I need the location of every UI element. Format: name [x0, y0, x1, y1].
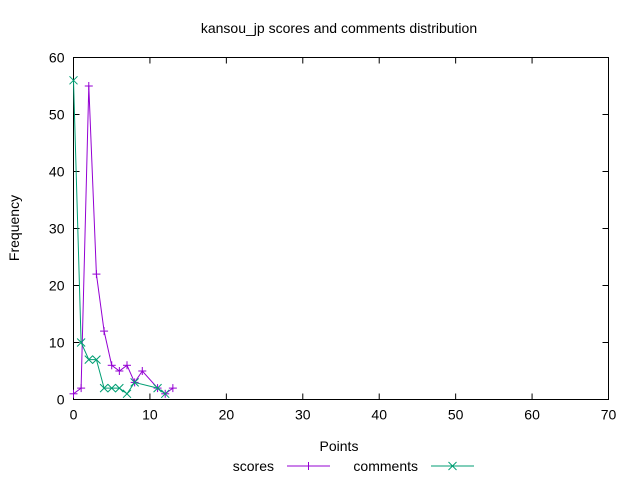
y-tick-label: 30	[49, 221, 65, 237]
x-tick-label: 10	[142, 407, 158, 423]
x-tick-label: 70	[601, 407, 617, 423]
data-point-comments	[122, 389, 132, 399]
y-axis-label: Frequency	[6, 195, 22, 261]
y-tick-label: 40	[49, 164, 65, 180]
data-point-scores	[92, 270, 101, 279]
data-point-comments	[84, 355, 94, 364]
data-point-scores	[69, 389, 78, 398]
series-line-scores	[73, 85, 174, 395]
legend-label-scores: scores	[233, 458, 274, 474]
cross-marker-b	[69, 75, 78, 85]
data-point-comments	[160, 389, 170, 399]
cross-marker-b	[99, 383, 109, 393]
plot-frame	[73, 57, 609, 400]
data-point-scores	[84, 82, 93, 90]
data-point-scores	[77, 384, 86, 393]
x-tick-label: 60	[524, 407, 540, 423]
legend-label-comments: comments	[353, 458, 418, 474]
x-tick-label: 0	[70, 407, 78, 423]
cross-marker-b	[122, 389, 132, 399]
series-layer	[69, 75, 177, 399]
data-point-scores	[138, 367, 147, 375]
data-point-scores	[107, 361, 116, 370]
x-tick-label: 40	[371, 407, 387, 423]
x-tick-label: 20	[219, 407, 235, 423]
x-axis-label: Points	[320, 438, 359, 454]
data-point-comments	[92, 355, 101, 364]
data-point-comments	[107, 383, 117, 393]
y-tick-label: 10	[49, 335, 65, 351]
cross-marker-b	[115, 383, 124, 393]
chart-title: kansou_jp scores and comments distributi…	[201, 20, 477, 36]
cross-marker-b	[153, 383, 162, 393]
cross-marker-b	[84, 355, 94, 364]
legend-marker-comments	[448, 461, 457, 471]
cross-marker-b	[448, 461, 457, 471]
data-point-scores	[168, 384, 177, 393]
x-tick-label: 30	[295, 407, 311, 423]
data-point-comments	[130, 378, 139, 387]
legend: scores comments	[233, 458, 474, 474]
y-tick-label: 50	[49, 107, 65, 123]
data-point-comments	[99, 383, 109, 393]
cross-marker-b	[76, 338, 86, 347]
series-comments	[69, 75, 170, 399]
data-point-comments	[153, 383, 162, 393]
cross-marker-b	[160, 389, 170, 399]
data-point-scores	[100, 327, 109, 336]
data-point-scores	[123, 361, 131, 370]
x-tick-label: 50	[448, 407, 464, 423]
data-point-scores	[115, 367, 124, 375]
y-tick-label: 60	[49, 50, 65, 66]
series-scores	[69, 82, 177, 398]
y-tick-label: 0	[57, 392, 65, 408]
cross-marker-b	[107, 383, 117, 393]
data-point-comments	[115, 383, 124, 393]
y-tick-label: 20	[49, 278, 65, 294]
cross-marker-b	[92, 355, 101, 364]
data-point-comments	[69, 75, 78, 85]
axis-ticks: 0 10 20 30 40 50 60 70 0 10 20 30 40 50 60	[49, 50, 617, 423]
data-point-comments	[76, 338, 86, 347]
legend-marker-scores	[304, 462, 313, 470]
cross-marker-b	[130, 378, 139, 387]
